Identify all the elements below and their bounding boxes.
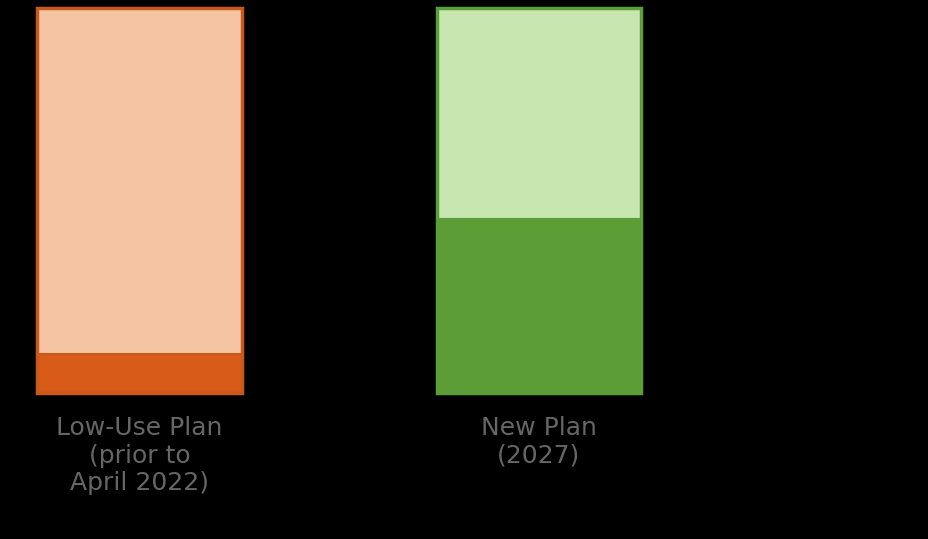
Bar bbox=[436, 8, 640, 393]
Bar bbox=[436, 219, 640, 393]
Bar bbox=[37, 8, 241, 393]
Bar bbox=[37, 8, 241, 354]
Bar bbox=[37, 354, 241, 393]
Bar bbox=[436, 8, 640, 219]
Text: New Plan
(2027): New Plan (2027) bbox=[481, 416, 596, 468]
Text: Low-Use Plan
(prior to
April 2022): Low-Use Plan (prior to April 2022) bbox=[56, 416, 223, 495]
